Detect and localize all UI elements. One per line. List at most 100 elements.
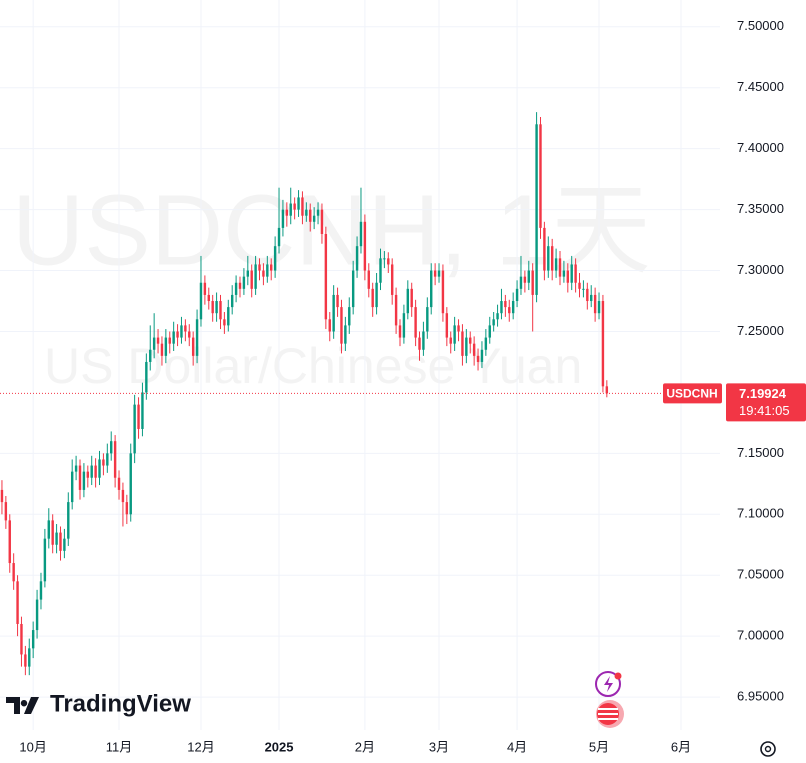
candle-body — [43, 538, 47, 582]
candle-body — [180, 325, 183, 338]
y-tick-label: 6.95000 — [737, 689, 784, 704]
candle-body — [371, 288, 374, 308]
candle-body — [511, 301, 515, 314]
candle-body — [484, 337, 488, 350]
settings-icon[interactable] — [760, 741, 776, 757]
candle-body — [305, 209, 308, 216]
candle-body — [472, 343, 476, 356]
brand: TradingView — [50, 690, 191, 717]
candle-body — [457, 325, 460, 332]
candle-body — [8, 520, 11, 564]
candle-body — [398, 325, 402, 338]
candle-body — [254, 264, 257, 289]
candle-body — [410, 288, 413, 308]
candle-body — [20, 623, 23, 655]
candle-body — [297, 197, 300, 210]
candle-body — [270, 264, 273, 271]
candle-body — [110, 441, 113, 454]
candle-body — [16, 581, 19, 624]
candle-body — [51, 520, 54, 545]
candle-body — [590, 294, 593, 302]
candle-body — [597, 301, 601, 314]
y-tick-label: 7.25000 — [737, 323, 784, 338]
candle-body — [152, 337, 156, 350]
candle-body — [519, 276, 523, 289]
candle-body — [320, 209, 324, 234]
candle-body — [234, 282, 238, 295]
x-tick-label: 11月 — [106, 739, 133, 754]
candle-body — [281, 209, 285, 228]
candle-body — [441, 270, 445, 314]
candle-body — [238, 282, 242, 289]
candle-body — [562, 270, 566, 277]
candle-body — [137, 404, 140, 429]
candle-body — [406, 288, 410, 314]
candle-body — [258, 264, 261, 271]
candle-body — [90, 465, 93, 478]
x-tick-label: 6月 — [671, 739, 691, 754]
candle-body — [582, 288, 585, 290]
candle-body — [387, 258, 390, 265]
candles — [0, 112, 609, 676]
candle-body — [82, 471, 86, 490]
candle-body — [355, 246, 359, 271]
candle-body — [4, 502, 8, 521]
candle-body — [28, 648, 31, 667]
y-tick-label: 7.40000 — [737, 140, 784, 155]
grid — [0, 0, 720, 730]
candle-body — [566, 270, 570, 283]
x-tick-label: 4月 — [507, 739, 527, 754]
candle-body — [211, 301, 214, 314]
candle-body — [430, 270, 433, 308]
y-tick-label: 7.05000 — [737, 567, 784, 582]
candle-body — [496, 313, 499, 320]
candle-body — [133, 404, 136, 454]
price-tag — [726, 383, 806, 422]
candle-body — [266, 264, 269, 277]
candle-body — [129, 453, 132, 515]
candle-body — [515, 288, 519, 302]
candle-body — [465, 337, 468, 356]
candle-body — [285, 209, 289, 216]
candle-body — [453, 325, 456, 344]
candle-body — [449, 337, 452, 344]
watermark-subtitle: US Dollar/Chinese Yuan — [44, 338, 582, 394]
candle-body — [550, 246, 554, 271]
candle-body — [367, 270, 370, 289]
candle-body — [184, 325, 187, 332]
candle-body — [558, 258, 562, 277]
candle-body — [273, 246, 277, 271]
candle-body — [47, 520, 50, 539]
side-icons[interactable] — [595, 671, 624, 728]
candle-body — [246, 270, 250, 277]
symbol-label: USDCNH — [666, 387, 717, 401]
candle-body — [539, 124, 542, 228]
candle-body — [12, 563, 15, 582]
candle-body — [74, 465, 78, 472]
x-tick-label: 2月 — [355, 739, 375, 754]
candle-body — [554, 258, 558, 271]
candle-body — [418, 337, 421, 350]
candle-body — [86, 471, 90, 478]
candle-body — [188, 331, 191, 338]
settings-center — [764, 745, 772, 753]
candle-body — [250, 270, 253, 289]
candle-body — [578, 282, 581, 289]
candle-body — [426, 307, 429, 332]
candle-body — [414, 307, 417, 338]
settings[interactable] — [760, 741, 776, 757]
candle-body — [242, 276, 246, 289]
candle-body — [492, 319, 495, 326]
event-bolt — [604, 676, 613, 692]
candle-body — [289, 203, 292, 216]
candle-body — [437, 270, 441, 277]
candle-body — [531, 270, 534, 295]
candle-body — [172, 331, 175, 344]
candle-body — [63, 538, 66, 551]
candle-body — [191, 337, 195, 356]
candle-body — [70, 471, 74, 503]
x-tick-label: 10月 — [19, 739, 46, 754]
x-tick-label: 5月 — [589, 739, 609, 754]
candle-body — [422, 331, 425, 350]
